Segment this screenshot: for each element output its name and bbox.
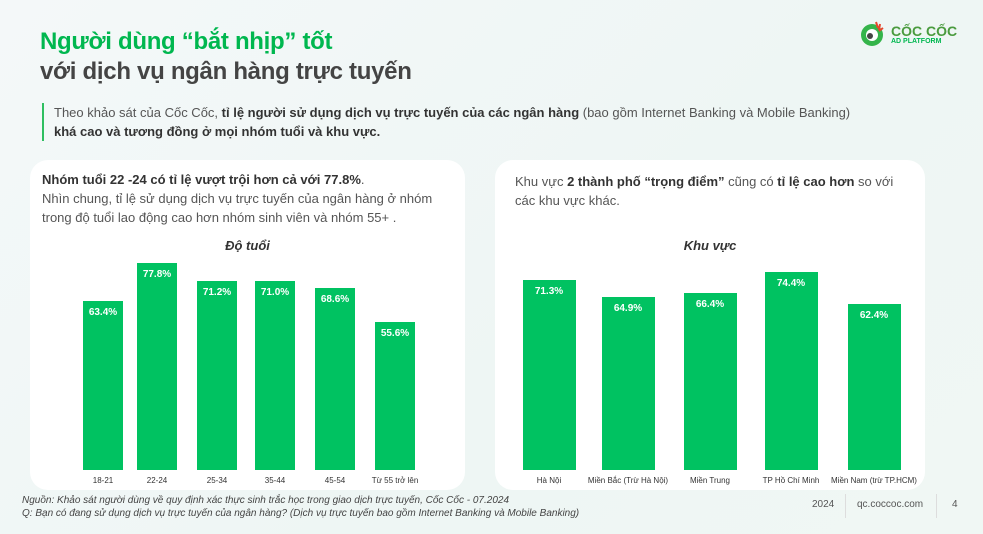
title-line-2: với dịch vụ ngân hàng trực tuyến (40, 58, 412, 85)
bar-value-label: 71.0% (260, 287, 290, 299)
bar-value-label: 68.6% (320, 293, 350, 305)
intro-text: Theo khảo sát của Cốc Cốc, tỉ lệ người s… (42, 103, 902, 141)
footer-year: 2024 (812, 499, 835, 510)
age-chart-title: Độ tuổi (225, 238, 270, 253)
divider (936, 494, 937, 518)
bar: 71.3% (522, 280, 576, 470)
footer-notes: Nguồn: Khảo sát người dùng về quy định x… (22, 494, 579, 520)
x-tick-label: Hà Nội (536, 476, 562, 485)
bar: 63.4% (83, 301, 123, 470)
bar-value-label: 63.4% (88, 307, 118, 319)
bar: 74.4% (764, 272, 818, 470)
logo-text: CỐC CỐC (891, 22, 958, 39)
bar-value-label: 77.8% (142, 269, 172, 281)
coccoc-logo-icon (861, 21, 884, 46)
question-note: Q: Bạn có đang sử dụng dịch vụ trực tuyế… (22, 508, 580, 519)
bar: 64.9% (601, 297, 655, 470)
bar-value-label: 64.9% (613, 303, 643, 315)
x-tick-label: TP Hồ Chí Minh (762, 476, 820, 485)
divider (845, 494, 846, 518)
source-note: Nguồn: Khảo sát người dùng về quy định x… (22, 495, 510, 506)
bar-value-label: 55.6% (380, 328, 410, 340)
x-tick-label: 22-24 (146, 476, 168, 485)
bar-value-label: 71.3% (534, 286, 564, 298)
bar-value-label: 66.4% (695, 299, 725, 311)
x-tick-label: 35-44 (264, 476, 286, 485)
page-number: 4 (952, 499, 958, 510)
coccoc-logo: CỐC CỐC AD PLATFORM (858, 20, 957, 48)
x-tick-label: 25-34 (206, 476, 228, 485)
x-tick-label: Miền Nam (trừ TP.HCM) (831, 476, 917, 485)
region-chart-title: Khu vực (683, 238, 737, 253)
x-tick-label: 18-21 (92, 476, 114, 485)
bar-value-label: 62.4% (859, 310, 889, 322)
bar: 77.8% (137, 263, 177, 470)
bar-value-label: 74.4% (776, 278, 806, 290)
bar: 68.6% (315, 287, 355, 470)
region-card-text: Khu vực 2 thành phố “trọng điểm” cũng có… (515, 174, 894, 208)
title-line-1: Người dùng “bắt nhịp” tốt (40, 28, 333, 55)
x-tick-label: Miền Bắc (Trừ Hà Nội) (587, 476, 669, 485)
bar: 71.0% (255, 281, 295, 470)
bar: 62.4% (847, 304, 901, 470)
x-tick-label: 45-54 (324, 476, 346, 485)
x-tick-label: Từ 55 trở lên (371, 476, 419, 485)
age-card-text: Nhóm tuổi 22 -24 có tỉ lệ vượt trội hơn … (42, 172, 433, 225)
x-tick-label: Miền Trung (689, 476, 731, 485)
bar-value-label: 71.2% (202, 286, 232, 298)
bar: 71.2% (197, 280, 237, 470)
footer-site[interactable]: qc.coccoc.com (857, 499, 924, 510)
bar: 66.4% (683, 293, 737, 470)
bar: 55.6% (375, 322, 415, 470)
logo-subtext: AD PLATFORM (891, 37, 942, 45)
